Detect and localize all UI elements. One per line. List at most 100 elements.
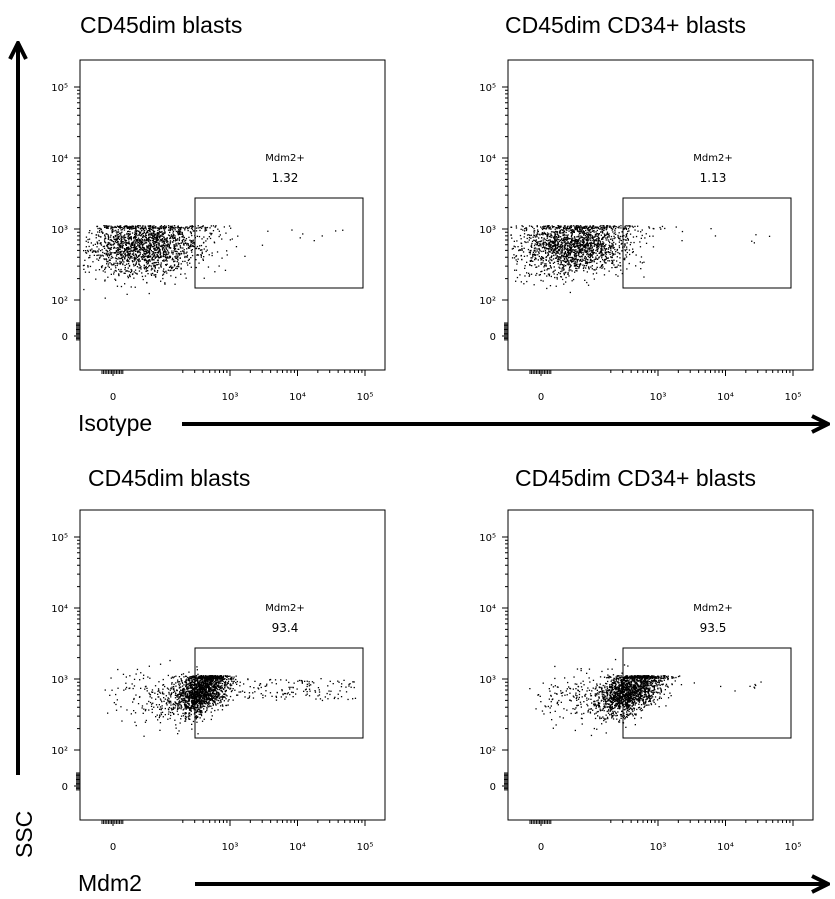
event-dot <box>218 695 220 697</box>
event-dot <box>143 674 145 676</box>
event-dot <box>159 714 161 716</box>
event-dot <box>122 260 124 262</box>
event-dot <box>114 269 116 272</box>
event-dot <box>190 705 192 708</box>
event-dot <box>530 225 533 227</box>
event-dot <box>149 256 151 258</box>
event-dot <box>515 259 517 261</box>
event-dot <box>575 265 577 267</box>
event-dot <box>590 231 592 233</box>
event-dot <box>199 245 201 247</box>
event-dot <box>552 248 554 250</box>
event-dot <box>206 697 208 700</box>
event-dot <box>221 679 224 682</box>
event-dot <box>591 268 593 270</box>
event-dot <box>188 684 190 686</box>
event-dot <box>565 261 567 263</box>
event-dot <box>178 253 181 255</box>
event-dot <box>573 257 575 260</box>
event-dot <box>118 257 120 259</box>
event-dot <box>192 242 194 244</box>
event-dot <box>181 240 184 242</box>
event-dot <box>138 246 140 248</box>
event-dot <box>169 240 172 242</box>
event-dot <box>158 689 160 691</box>
event-dot <box>550 275 552 278</box>
event-dot <box>542 257 545 260</box>
event-dot <box>597 241 599 244</box>
event-dot <box>110 225 112 227</box>
event-dot <box>529 253 531 255</box>
event-dot <box>139 225 142 227</box>
event-dot <box>184 229 186 231</box>
event-dot <box>209 694 211 696</box>
event-dot <box>580 249 582 251</box>
event-dot <box>165 254 167 256</box>
event-dot <box>171 225 173 227</box>
event-dot <box>149 233 151 235</box>
event-dot <box>138 250 140 252</box>
event-dot <box>190 266 192 268</box>
event-dot <box>127 242 129 244</box>
event-dot <box>127 227 130 229</box>
event-dot <box>543 231 545 234</box>
event-dot <box>119 235 121 237</box>
event-dot <box>106 259 108 261</box>
event-dot <box>145 242 148 244</box>
event-dot <box>186 262 188 264</box>
event-dot <box>133 260 135 262</box>
event-dot <box>513 254 515 256</box>
event-dot <box>156 237 158 239</box>
event-dot <box>578 236 580 238</box>
event-dot <box>191 703 193 705</box>
event-dot <box>569 225 571 227</box>
event-dot <box>549 244 551 246</box>
event-dot <box>571 258 573 260</box>
event-dot <box>617 264 619 266</box>
event-dot <box>100 265 103 268</box>
event-dot <box>104 689 106 691</box>
event-dot <box>540 279 542 282</box>
event-dot <box>138 239 140 241</box>
x-axis-label: Isotype <box>78 410 152 436</box>
event-dot <box>135 248 138 250</box>
event-dot <box>127 235 129 237</box>
event-dot <box>573 230 575 232</box>
event-dot <box>145 248 148 250</box>
event-dot <box>593 278 595 280</box>
event-dot <box>194 703 197 705</box>
event-dot <box>534 236 536 238</box>
event-dot <box>214 709 216 712</box>
event-dot <box>625 228 628 230</box>
event-dot <box>167 243 170 245</box>
event-dot <box>582 259 585 261</box>
event-dot <box>615 274 617 276</box>
event-dot <box>195 702 197 704</box>
event-dot <box>624 257 626 259</box>
event-dot <box>575 267 577 269</box>
event-dot <box>530 244 533 246</box>
event-dot <box>134 256 136 258</box>
event-dot <box>138 245 140 247</box>
event-dot <box>127 263 130 265</box>
event-dot <box>170 226 172 228</box>
event-dot <box>132 701 134 703</box>
event-dot <box>626 237 629 240</box>
event-dot <box>134 259 136 261</box>
event-dot <box>129 225 131 228</box>
event-dot <box>595 256 597 258</box>
event-dot <box>561 267 564 269</box>
event-dot <box>176 267 178 270</box>
event-dot <box>116 235 118 237</box>
event-dot <box>132 261 134 263</box>
event-dot <box>517 258 519 260</box>
event-dot <box>574 262 577 264</box>
event-dot <box>558 226 560 228</box>
event-dot <box>568 230 570 232</box>
event-dot <box>532 253 535 256</box>
event-dot <box>94 251 97 253</box>
event-dot <box>611 244 613 246</box>
event-dot <box>110 244 113 246</box>
event-dot <box>584 237 586 239</box>
event-dot <box>101 266 103 269</box>
